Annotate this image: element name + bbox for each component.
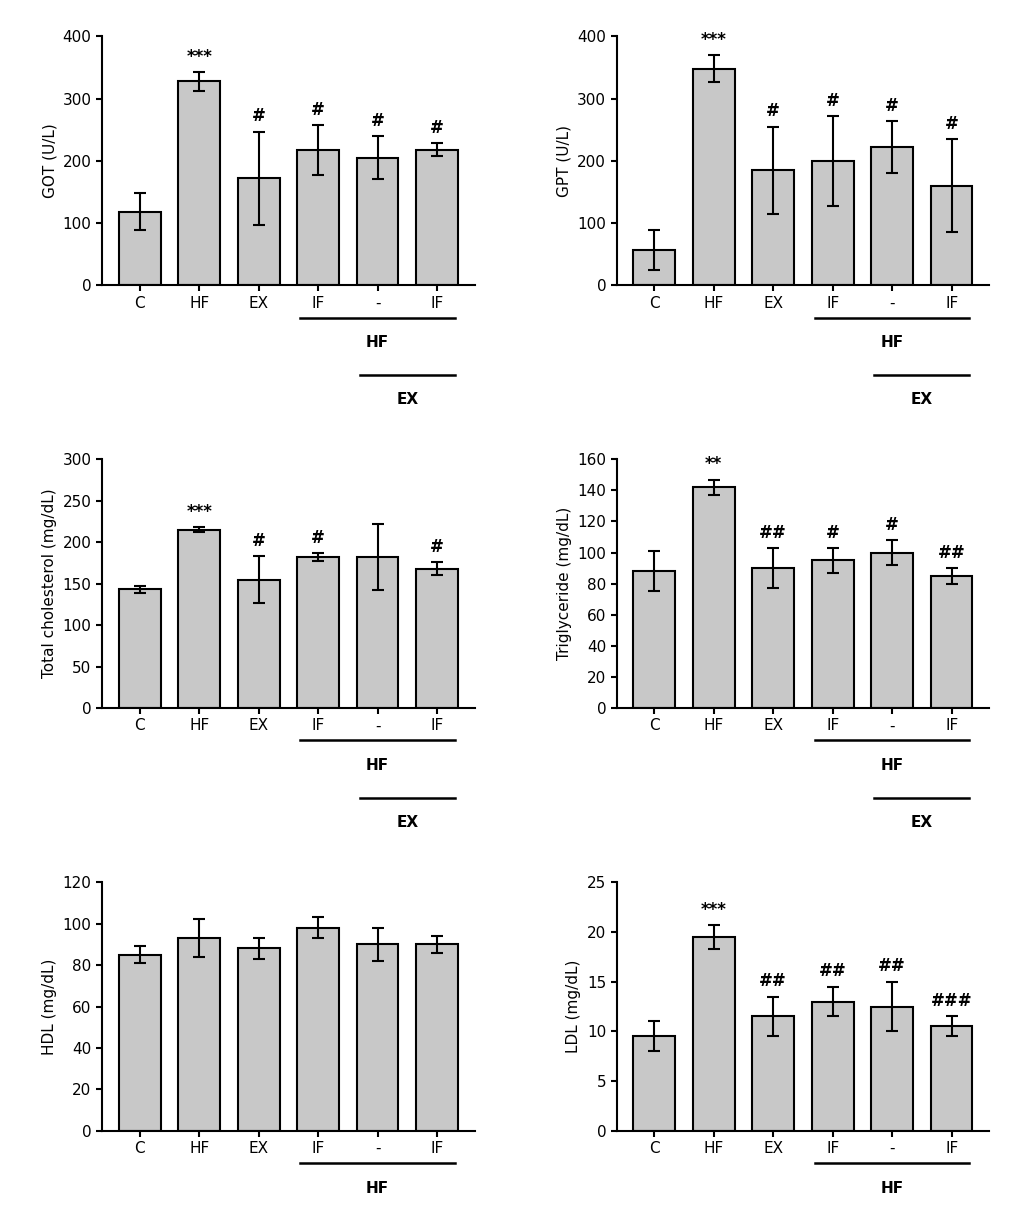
Text: ##: ## bbox=[758, 973, 787, 990]
Text: HF: HF bbox=[879, 758, 903, 772]
Bar bbox=[119, 212, 160, 286]
Bar bbox=[752, 568, 793, 708]
Bar bbox=[298, 928, 338, 1131]
Bar bbox=[633, 249, 675, 286]
Bar bbox=[178, 530, 220, 708]
Text: ##: ## bbox=[936, 544, 965, 562]
Text: #: # bbox=[252, 533, 265, 550]
Bar bbox=[811, 161, 853, 286]
Bar bbox=[178, 938, 220, 1131]
Bar bbox=[416, 569, 458, 708]
Y-axis label: GPT (U/L): GPT (U/L) bbox=[556, 125, 571, 197]
Text: #: # bbox=[252, 107, 265, 125]
Text: #: # bbox=[370, 112, 384, 130]
Bar bbox=[692, 936, 734, 1131]
Text: HF: HF bbox=[366, 334, 389, 350]
Text: #: # bbox=[825, 524, 839, 541]
Text: ##: ## bbox=[818, 962, 846, 980]
Text: ***: *** bbox=[186, 47, 212, 66]
Bar bbox=[357, 557, 398, 708]
Text: ##: ## bbox=[758, 524, 787, 541]
Bar bbox=[930, 576, 971, 708]
Text: EX: EX bbox=[910, 392, 932, 407]
Text: EX: EX bbox=[910, 815, 932, 831]
Text: #: # bbox=[884, 516, 898, 534]
Text: #: # bbox=[944, 114, 958, 133]
Bar bbox=[870, 552, 912, 708]
Bar bbox=[811, 1002, 853, 1131]
Bar bbox=[811, 561, 853, 708]
Text: HF: HF bbox=[879, 334, 903, 350]
Bar bbox=[298, 557, 338, 708]
Text: ###: ### bbox=[930, 992, 971, 1010]
Text: ***: *** bbox=[186, 503, 212, 522]
Text: EX: EX bbox=[396, 392, 418, 407]
Text: HF: HF bbox=[366, 1181, 389, 1195]
Y-axis label: GOT (U/L): GOT (U/L) bbox=[42, 124, 57, 198]
Text: #: # bbox=[765, 102, 780, 120]
Bar bbox=[930, 1026, 971, 1131]
Y-axis label: Triglyceride (mg/dL): Triglyceride (mg/dL) bbox=[556, 507, 571, 660]
Bar bbox=[416, 150, 458, 286]
Bar bbox=[237, 580, 279, 708]
Bar bbox=[119, 590, 160, 708]
Y-axis label: HDL (mg/dL): HDL (mg/dL) bbox=[42, 958, 57, 1054]
Y-axis label: Total cholesterol (mg/dL): Total cholesterol (mg/dL) bbox=[42, 489, 57, 679]
Text: **: ** bbox=[704, 455, 721, 473]
Text: #: # bbox=[430, 119, 443, 137]
Bar bbox=[752, 1017, 793, 1131]
Bar bbox=[119, 955, 160, 1131]
Bar bbox=[237, 179, 279, 286]
Bar bbox=[870, 147, 912, 286]
Bar bbox=[298, 150, 338, 286]
Bar bbox=[752, 170, 793, 286]
Text: HF: HF bbox=[366, 758, 389, 772]
Bar bbox=[416, 945, 458, 1131]
Bar bbox=[178, 81, 220, 286]
Text: #: # bbox=[430, 537, 443, 556]
Bar bbox=[692, 69, 734, 286]
Text: ***: *** bbox=[700, 901, 726, 919]
Bar bbox=[357, 945, 398, 1131]
Bar bbox=[930, 186, 971, 286]
Text: EX: EX bbox=[396, 815, 418, 831]
Text: ##: ## bbox=[877, 957, 905, 975]
Text: #: # bbox=[311, 101, 325, 119]
Bar bbox=[870, 1007, 912, 1131]
Text: #: # bbox=[825, 92, 839, 109]
Y-axis label: LDL (mg/dL): LDL (mg/dL) bbox=[566, 959, 581, 1053]
Text: #: # bbox=[884, 97, 898, 114]
Text: ***: *** bbox=[700, 30, 726, 49]
Bar bbox=[357, 158, 398, 286]
Bar bbox=[633, 1036, 675, 1131]
Bar bbox=[633, 572, 675, 708]
Bar bbox=[692, 488, 734, 708]
Text: HF: HF bbox=[879, 1181, 903, 1195]
Text: #: # bbox=[311, 529, 325, 547]
Bar bbox=[237, 948, 279, 1131]
